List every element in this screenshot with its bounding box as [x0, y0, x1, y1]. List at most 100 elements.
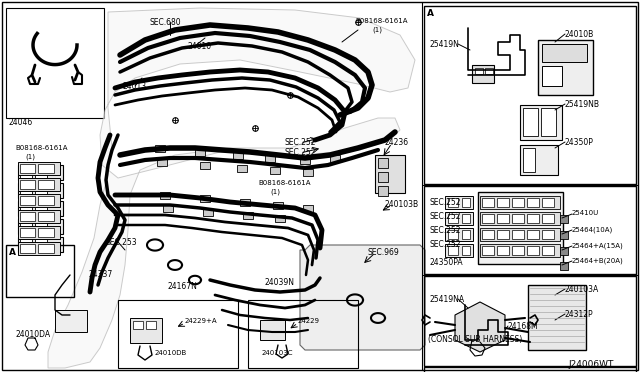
Text: 25464+A(15A): 25464+A(15A) — [572, 242, 624, 248]
Text: 240103B: 240103B — [385, 200, 419, 209]
Text: 24010DA: 24010DA — [15, 330, 50, 339]
Bar — [527, 198, 539, 207]
Bar — [445, 196, 473, 209]
Bar — [38, 196, 54, 205]
Bar — [303, 169, 313, 176]
Text: B08168-6161A: B08168-6161A — [15, 145, 67, 151]
Bar — [130, 318, 162, 343]
Polygon shape — [300, 245, 425, 350]
Bar — [20, 228, 35, 237]
Bar — [203, 209, 213, 216]
Bar — [542, 44, 587, 62]
Polygon shape — [455, 302, 505, 352]
Bar — [424, 276, 636, 366]
Bar — [270, 167, 280, 174]
Bar — [497, 214, 509, 223]
Bar — [18, 237, 63, 252]
Text: 24013: 24013 — [122, 82, 146, 91]
Bar — [445, 228, 473, 241]
Text: 24350P: 24350P — [565, 138, 594, 147]
Bar — [20, 180, 35, 189]
Bar — [275, 215, 285, 222]
Bar — [482, 246, 494, 255]
Bar — [20, 196, 35, 205]
Bar — [424, 6, 636, 184]
Bar — [18, 183, 63, 198]
Bar — [485, 68, 493, 74]
Bar — [248, 300, 358, 368]
Text: J24006WT: J24006WT — [568, 360, 613, 369]
Bar — [6, 245, 74, 297]
Bar — [330, 155, 340, 162]
Bar — [480, 196, 560, 209]
Text: SEC.969: SEC.969 — [368, 248, 400, 257]
Bar — [233, 152, 243, 159]
Bar — [523, 108, 538, 136]
Bar — [424, 186, 636, 274]
Bar — [560, 215, 568, 223]
Text: 24229+A: 24229+A — [185, 318, 218, 324]
Bar — [18, 242, 60, 255]
Bar — [527, 214, 539, 223]
Text: SEC.252: SEC.252 — [285, 148, 317, 157]
Bar — [472, 65, 494, 83]
Text: 25410U: 25410U — [572, 210, 599, 216]
Bar — [560, 262, 568, 270]
Bar — [35, 203, 47, 214]
Text: 24010DB: 24010DB — [155, 350, 188, 356]
Bar — [482, 214, 494, 223]
Text: 24350PA: 24350PA — [430, 258, 463, 267]
Text: A: A — [427, 9, 434, 18]
Bar — [512, 230, 524, 239]
Bar — [18, 194, 60, 207]
Bar — [482, 230, 494, 239]
Bar — [35, 185, 47, 196]
Bar — [375, 155, 405, 193]
Bar — [303, 205, 313, 212]
Bar — [448, 214, 458, 223]
Bar — [542, 66, 562, 86]
Bar — [424, 367, 636, 372]
Bar — [560, 231, 568, 239]
Text: SEC.252: SEC.252 — [430, 226, 461, 235]
Bar — [523, 148, 535, 172]
Bar — [118, 300, 238, 368]
Bar — [157, 159, 167, 166]
Bar — [480, 212, 560, 225]
Text: SEC.252: SEC.252 — [430, 212, 461, 221]
Bar — [497, 246, 509, 255]
Bar — [497, 198, 509, 207]
Text: 25419N: 25419N — [430, 40, 460, 49]
Bar — [20, 203, 32, 214]
Bar — [38, 244, 54, 253]
Bar — [512, 246, 524, 255]
Bar — [20, 212, 35, 221]
Bar — [18, 162, 60, 175]
Bar — [163, 205, 173, 212]
Text: (1): (1) — [270, 188, 280, 195]
Bar — [18, 219, 63, 234]
Bar — [55, 310, 87, 332]
Bar — [20, 164, 35, 173]
Bar — [260, 320, 285, 340]
Bar — [448, 246, 458, 255]
Bar — [462, 198, 470, 207]
Bar — [542, 230, 554, 239]
Text: 240103A: 240103A — [565, 285, 599, 294]
Text: B08168-6161A: B08168-6161A — [355, 18, 408, 24]
Bar — [475, 68, 483, 74]
Text: SEC.252: SEC.252 — [430, 198, 461, 207]
Bar — [20, 244, 35, 253]
Text: 25464+B(20A): 25464+B(20A) — [572, 257, 624, 263]
Bar — [541, 108, 556, 136]
Bar — [273, 202, 283, 209]
Text: 25419NB: 25419NB — [565, 100, 600, 109]
Text: 24236: 24236 — [385, 138, 409, 147]
Bar — [18, 165, 63, 180]
Bar — [38, 212, 54, 221]
Bar — [18, 178, 60, 191]
Bar — [542, 246, 554, 255]
Text: SEC.680: SEC.680 — [150, 18, 182, 27]
Text: 24312P: 24312P — [565, 310, 594, 319]
Bar — [195, 149, 205, 156]
